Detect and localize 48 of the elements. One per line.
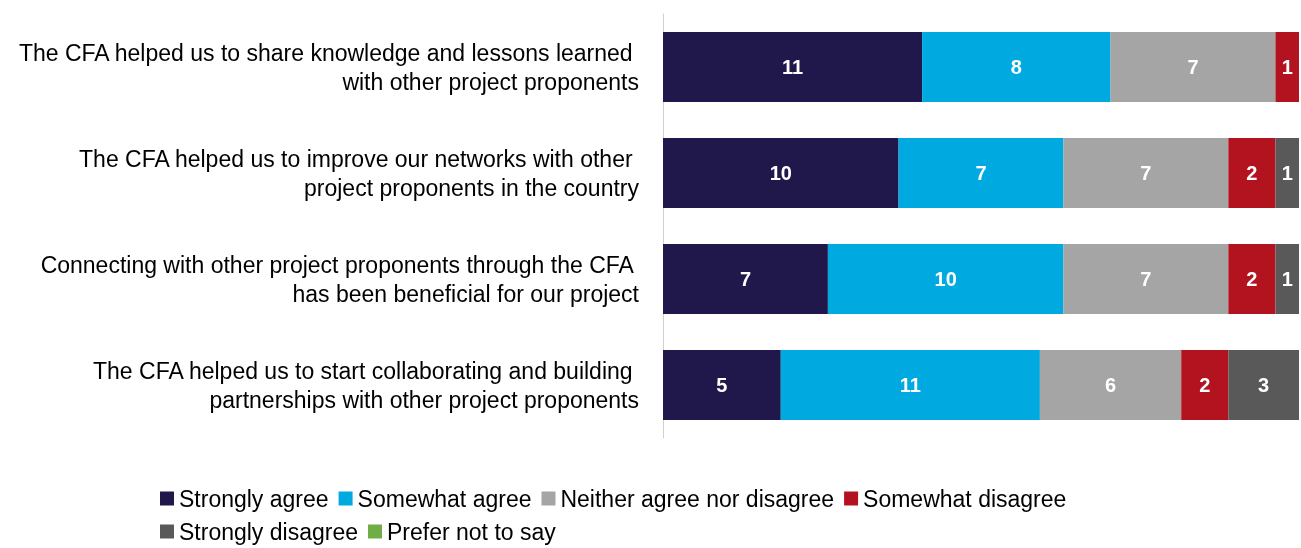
y-tick-label: Connecting with other project proponents through the CFA has been beneficial for our project [40, 251, 640, 307]
data-label: 1 [1281, 56, 1293, 78]
bar [1063, 138, 1229, 208]
legend-label: Neither agree nor disagree [560, 485, 835, 512]
bar [1228, 138, 1276, 208]
data-label: 7 [1187, 56, 1199, 78]
data-label: 6 [1104, 374, 1117, 396]
bar [1110, 32, 1276, 102]
legend-label: Somewhat disagree [863, 485, 1067, 512]
bar [1181, 350, 1229, 420]
data-label: 2 [1199, 374, 1211, 396]
y-tick-label: The CFA helped us to start collaborating and building partnerships with other project proponents [93, 357, 639, 413]
bar [1275, 138, 1299, 208]
data-label: 11 [899, 374, 921, 396]
bar [1275, 32, 1299, 102]
bar [663, 32, 923, 102]
bar [1228, 244, 1276, 314]
data-label: 7 [1140, 162, 1152, 184]
y-tick-label: The CFA helped us to share knowledge and lessons learned with other project proponents [18, 39, 639, 95]
bar [898, 138, 1064, 208]
bar [1275, 244, 1299, 314]
bar [1039, 350, 1182, 420]
data-label: 11 [781, 56, 804, 78]
legend-label: Somewhat agree [357, 485, 532, 512]
data-label: 10 [769, 162, 792, 184]
bar [827, 244, 1064, 314]
data-label: 1 [1281, 162, 1293, 184]
data-label: 7 [1140, 268, 1152, 290]
data-label: 5 [716, 374, 728, 396]
data-label: 1 [1281, 268, 1293, 290]
data-label: 2 [1246, 162, 1258, 184]
data-label: 7 [739, 268, 752, 290]
bar [1228, 350, 1299, 420]
data-label: 8 [1010, 56, 1022, 78]
bar [663, 138, 899, 208]
bar [663, 244, 828, 314]
data-label: 7 [975, 162, 987, 184]
bar [922, 32, 1111, 102]
data-label: 10 [934, 268, 957, 290]
legend-label: Prefer not to say [386, 518, 557, 545]
data-label: 2 [1246, 268, 1258, 290]
y-tick-label: The CFA helped us to improve our networks with other project proponents in the country [79, 145, 640, 201]
legend-label: Strongly agree [179, 485, 329, 512]
legend-label: Strongly disagree [179, 518, 358, 545]
bar [1063, 244, 1229, 314]
bar [663, 350, 781, 420]
bar [780, 350, 1040, 420]
data-label: 3 [1258, 374, 1270, 396]
